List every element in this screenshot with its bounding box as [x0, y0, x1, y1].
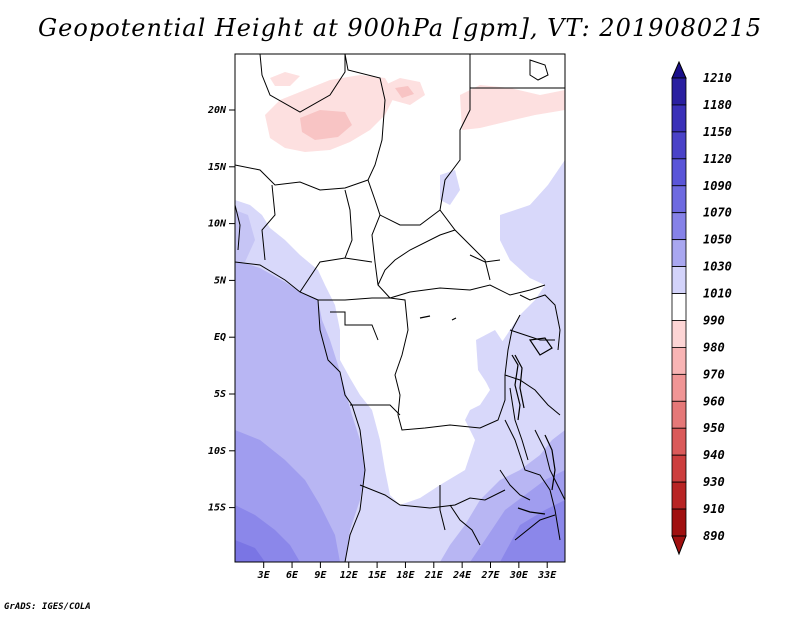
colorbar-swatch: [671, 320, 687, 348]
colorbar-swatch: [671, 185, 687, 214]
field-980-990-nw: [270, 72, 300, 86]
colorbar-label: 1030: [703, 260, 732, 274]
colorbar-label: 990: [703, 313, 725, 327]
lat-label: 15S: [208, 503, 226, 514]
field-980-990-east: [460, 85, 565, 130]
map-frame: [234, 53, 566, 563]
colorbar-swatch: [671, 373, 687, 402]
colorbar-swatch: [671, 481, 687, 510]
colorbar-label: 1070: [703, 206, 732, 220]
colorbar-swatch: [671, 508, 687, 537]
colorbar-label: 1090: [703, 179, 732, 193]
lon-label: 21E: [424, 570, 444, 581]
colorbar-top-arrow: [671, 60, 687, 79]
field-990-1010: [235, 54, 565, 505]
lat-label: 5N: [214, 275, 227, 286]
colorbar-swatch: [671, 293, 687, 321]
colorbar-swatch: [671, 77, 687, 106]
colorbar-swatch: [671, 212, 687, 241]
lon-label: 15E: [368, 570, 387, 581]
lat-label: EQ: [214, 332, 226, 343]
color-legend: 1210 1180 1150 1120 1090 1070 1050 1030 1010 990 9…: [671, 60, 732, 556]
colorbar-label: 960: [703, 394, 725, 408]
field-970-980-small: [395, 86, 414, 98]
map-fields: [235, 54, 565, 562]
colorbar-label: 950: [703, 421, 725, 435]
lon-label: 18E: [396, 570, 415, 581]
field-small-lobe: [440, 170, 460, 205]
colorbar-swatch: [671, 454, 687, 483]
field-lake-lobe: [476, 330, 505, 385]
lon-label: 12E: [340, 570, 359, 581]
lat-label: 10N: [208, 219, 227, 230]
colorbar-swatch: [671, 131, 687, 160]
colorbar-swatch: [671, 347, 687, 375]
colorbar-swatch: [671, 400, 687, 429]
lon-label: 33E: [537, 570, 557, 581]
colorbar-label: 930: [703, 475, 725, 489]
field-east-lobe: [500, 160, 565, 290]
field-1090-sw-corner: [235, 540, 265, 562]
chart-title: Geopotential Height at 900hPa [gpm], VT:…: [38, 14, 762, 42]
colorbar-label: 910: [703, 502, 725, 516]
lon-label: 24E: [452, 570, 472, 581]
colorbar-label: 890: [703, 529, 725, 543]
colorbar-bottom-arrow: [671, 535, 687, 556]
longitude-axis: 3E 6E 9E 12E 15E 18E 21E 24E 27E 30E 33E: [257, 562, 557, 581]
lat-label: 15N: [208, 162, 227, 173]
lon-label: 27E: [480, 570, 500, 581]
colorbar-swatch: [671, 158, 687, 187]
colorbar-label: 1210: [703, 71, 732, 85]
grads-credit: GrADS: IGES/COLA: [4, 602, 91, 612]
lat-label: 10S: [208, 446, 226, 457]
colorbar-label: 1120: [703, 152, 732, 166]
colorbar-swatch: [671, 239, 687, 267]
colorbar-label: 1150: [703, 125, 732, 139]
field-970-980: [300, 110, 352, 140]
latitude-axis: 20N 15N 10N 5N EQ 5S 10S 15S: [207, 105, 235, 514]
colorbar-label: 980: [703, 340, 725, 354]
colorbar-swatch: [671, 266, 687, 294]
colorbar-label: 940: [703, 448, 725, 462]
lon-label: 3E: [257, 570, 271, 581]
borders: [235, 54, 565, 562]
lat-label: 20N: [207, 105, 227, 116]
lon-label: 9E: [314, 570, 327, 581]
colorbar-swatch: [671, 427, 687, 456]
field-1070-1090-se: [500, 500, 565, 562]
colorbar-label: 1180: [703, 98, 732, 112]
lakes: [419, 315, 556, 515]
lon-label: 6E: [286, 570, 299, 581]
lat-label: 5S: [214, 389, 226, 400]
colorbar-label: 1010: [703, 287, 732, 301]
colorbar-label: 970: [703, 367, 725, 381]
colorbar-label: 1050: [703, 233, 732, 247]
lon-label: 30E: [509, 570, 529, 581]
colorbar-swatch: [671, 104, 687, 133]
